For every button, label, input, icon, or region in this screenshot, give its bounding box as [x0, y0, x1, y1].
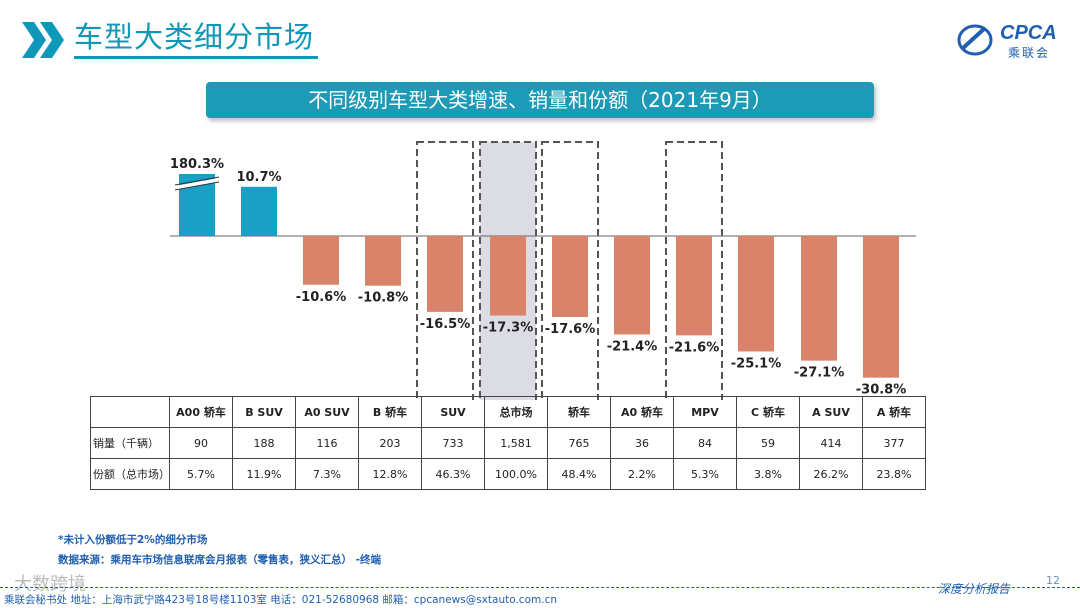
- column-header: A SUV: [799, 396, 863, 428]
- table-cell: 3.8%: [736, 458, 800, 490]
- table-cell: 46.3%: [421, 458, 485, 490]
- table-cell: 733: [421, 427, 485, 459]
- row-label: 份额（总市场）: [90, 458, 170, 490]
- bar: [552, 236, 588, 317]
- table-row: 销量（千辆） 90 188 116 203 733 1,581 765 36 84 59 414 37…: [90, 427, 926, 459]
- data-label: -30.8%: [856, 383, 907, 398]
- footer-contact: 乘联会秘书处 地址：上海市武宁路423号18号楼1103室 电话：021-526…: [4, 594, 558, 606]
- data-label: -10.8%: [358, 291, 409, 306]
- table-cell: 59: [736, 427, 800, 459]
- column-header: A0 SUV: [295, 396, 359, 428]
- data-table: A00 轿车 B SUV A0 SUV B 轿车 SUV 总市场 轿车 A0 轿车 MPV C 轿…: [90, 396, 926, 490]
- bar: [241, 186, 277, 236]
- data-label: -17.3%: [483, 321, 534, 336]
- table-cell: 26.2%: [799, 458, 863, 490]
- column-header: B SUV: [232, 396, 296, 428]
- table-cell: 48.4%: [547, 458, 611, 490]
- footnote: *未计入份额低于2%的细分市场: [58, 534, 208, 546]
- table-cell: 36: [610, 427, 674, 459]
- axis-break-mark: [174, 176, 220, 186]
- data-label: -25.1%: [731, 356, 782, 371]
- page-title: 车型大类细分市场: [74, 18, 319, 59]
- table-cell: 23.8%: [862, 458, 926, 490]
- table-cell: 414: [799, 427, 863, 459]
- column-header: 轿车: [547, 396, 611, 428]
- table-cell: 5.3%: [673, 458, 737, 490]
- axis-break-mark: [174, 181, 220, 191]
- highlight-frame: [665, 141, 723, 400]
- bar: [863, 236, 899, 378]
- row-label: 销量（千辆）: [90, 427, 170, 459]
- table-cell: 5.7%: [169, 458, 233, 490]
- table-header-row: A00 轿车 B SUV A0 SUV B 轿车 SUV 总市场 轿车 A0 轿车 MPV C 轿…: [90, 396, 926, 428]
- column-header: 总市场: [484, 396, 548, 428]
- column-header: MPV: [673, 396, 737, 428]
- table-cell: 116: [295, 427, 359, 459]
- table-cell: 84: [673, 427, 737, 459]
- data-label: -16.5%: [420, 317, 471, 332]
- page-number: 12: [1046, 574, 1060, 587]
- bar: [490, 236, 526, 316]
- bar: [303, 236, 339, 285]
- table-cell: 100.0%: [484, 458, 548, 490]
- bar: [427, 236, 463, 312]
- table-cell: 765: [547, 427, 611, 459]
- chevron-icon: [22, 22, 64, 58]
- column-header: C 轿车: [736, 396, 800, 428]
- data-label: -21.6%: [669, 340, 720, 355]
- table-cell: 377: [862, 427, 926, 459]
- watermark: 大数跨境: [14, 574, 86, 595]
- highlight-frame: [416, 141, 474, 400]
- axis-break: [174, 178, 220, 190]
- data-label: 10.7%: [236, 170, 281, 185]
- footer-divider: [0, 587, 1080, 588]
- table-cell: 7.3%: [295, 458, 359, 490]
- logo-subtext: 乘联会: [1008, 46, 1051, 60]
- bar-chart: 180.3% 10.7% -10.6% -10.8% -16.5% -17.3% -17.6…: [170, 141, 916, 400]
- table-cell: 11.9%: [232, 458, 296, 490]
- data-label: -10.6%: [296, 290, 347, 305]
- bar: [801, 236, 837, 361]
- table-cell: 90: [169, 427, 233, 459]
- table-cell: 1,581: [484, 427, 548, 459]
- bar: [614, 236, 650, 335]
- chart-title-banner: 不同级别车型大类增速、销量和份额（2021年9月）: [206, 82, 874, 118]
- table-cell: 2.2%: [610, 458, 674, 490]
- source-note: 数据来源：乘用车市场信息联席会月报表（零售表，狭义汇总） -终端: [58, 554, 382, 566]
- column-header: A00 轿车: [169, 396, 233, 428]
- table-cell: 203: [358, 427, 422, 459]
- data-label: 180.3%: [170, 157, 224, 172]
- report-tagline: 深度分析报告: [938, 582, 1011, 596]
- data-label: -21.4%: [607, 339, 658, 354]
- table-cell: 188: [232, 427, 296, 459]
- data-label: -17.6%: [545, 322, 596, 337]
- column-header: A 轿车: [862, 396, 926, 428]
- logo-text: CPCA: [1000, 22, 1057, 44]
- cpca-logo-icon: [957, 24, 993, 56]
- bar: [365, 236, 401, 286]
- column-header: B 轿车: [358, 396, 422, 428]
- data-label: -27.1%: [794, 366, 845, 381]
- table-cell: 12.8%: [358, 458, 422, 490]
- column-header: A0 轿车: [610, 396, 674, 428]
- table-row: 份额（总市场） 5.7% 11.9% 7.3% 12.8% 46.3% 100.0% 48.…: [90, 458, 926, 490]
- highlight-frame: [541, 141, 599, 400]
- bar: [676, 236, 712, 336]
- bar: [738, 236, 774, 352]
- column-header: SUV: [421, 396, 485, 428]
